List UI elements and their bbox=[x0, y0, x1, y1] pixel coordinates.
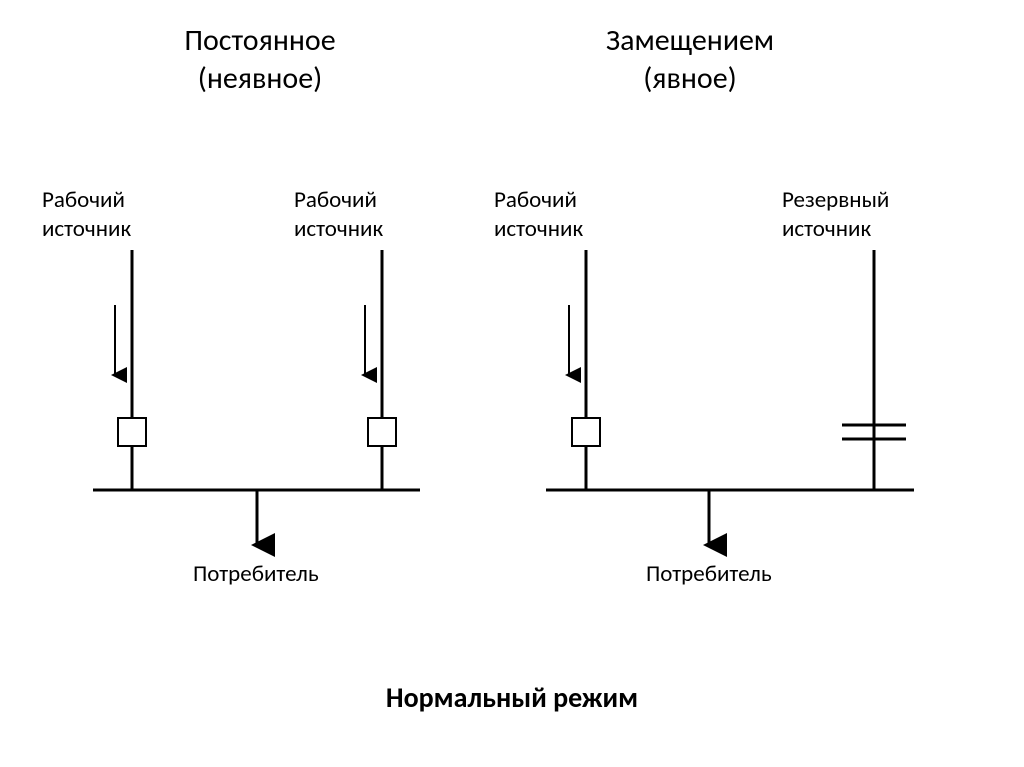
label-working-l2: источник bbox=[42, 215, 131, 243]
title-right: Замещением (явное) bbox=[540, 22, 840, 97]
label-right-source-1: Рабочий источник bbox=[494, 186, 583, 244]
label-working-l1b: Рабочий bbox=[294, 186, 377, 214]
label-reserve-l2: источник bbox=[782, 215, 871, 243]
footer-title: Нормальный режим bbox=[0, 680, 1024, 715]
title-right-line1: Замещением bbox=[606, 22, 774, 59]
title-left: Постоянное (неявное) bbox=[120, 22, 400, 97]
label-working-l2b: источник bbox=[294, 215, 383, 243]
title-left-line2: (неявное) bbox=[198, 60, 323, 97]
label-working-l1c: Рабочий bbox=[494, 186, 577, 214]
label-working-l1: Рабочий bbox=[42, 186, 125, 214]
label-right-source-2: Резервный источник bbox=[782, 186, 889, 244]
label-consumer-right: Потребитель bbox=[646, 560, 772, 589]
label-working-l2c: источник bbox=[494, 215, 583, 243]
schematic-diagram bbox=[0, 0, 1024, 767]
label-left-source-1: Рабочий источник bbox=[42, 186, 131, 244]
label-consumer-left: Потребитель bbox=[193, 560, 319, 589]
label-reserve-l1: Резервный bbox=[782, 186, 889, 214]
title-left-line1: Постоянное bbox=[184, 22, 335, 59]
title-right-line2: (явное) bbox=[643, 60, 737, 97]
label-left-source-2: Рабочий источник bbox=[294, 186, 383, 244]
